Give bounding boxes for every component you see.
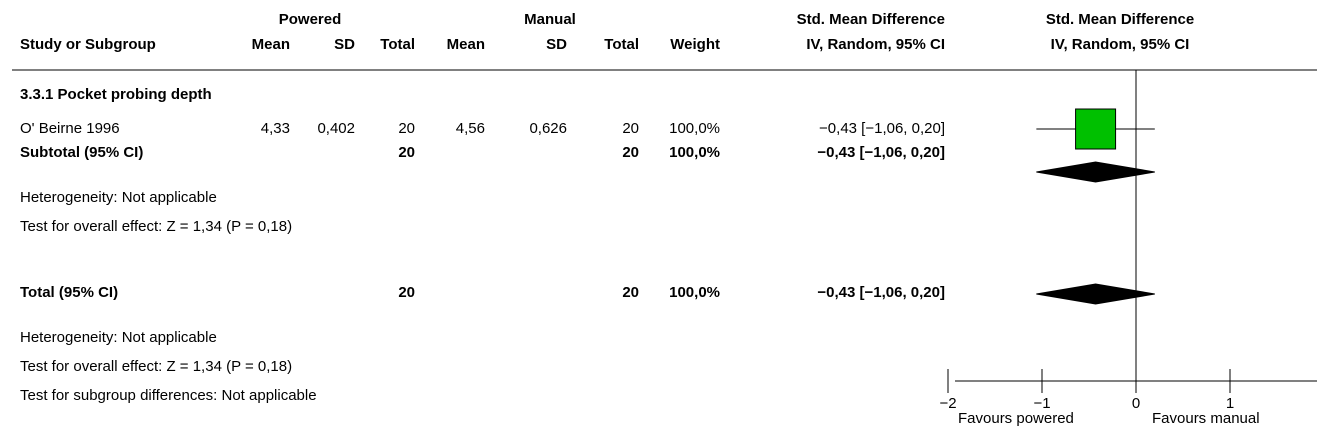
favours-right-label: Favours manual: [1152, 410, 1260, 427]
subtotal-total2: 20: [622, 144, 639, 161]
col-total2: Total: [604, 36, 639, 53]
subtotal-diamond: [1036, 161, 1155, 183]
plot-ci-header: IV, Random, 95% CI: [1050, 36, 1190, 53]
study-name: O' Beirne 1996: [20, 120, 120, 137]
col-weight: Weight: [670, 36, 720, 53]
subgroup-overall-effect: Test for overall effect: Z = 1,34 (P = 0…: [20, 218, 293, 235]
total-ci: −0,43 [−1,06, 0,20]: [817, 284, 945, 301]
subtotal-total1: 20: [398, 144, 415, 161]
plot-header: Std. Mean Difference: [1045, 11, 1195, 28]
smd-header: Std. Mean Difference: [796, 11, 945, 28]
study-ci: −0,43 [−1,06, 0,20]: [819, 120, 945, 137]
subgroup-title: 3.3.1 Pocket probing depth: [20, 86, 212, 103]
col-study: Study or Subgroup: [20, 36, 156, 53]
total-total1: 20: [398, 284, 415, 301]
study-mean2: 4,56: [455, 120, 485, 137]
total-overall-effect: Test for overall effect: Z = 1,34 (P = 0…: [20, 358, 293, 375]
total-total2: 20: [622, 284, 639, 301]
group2-header: Manual: [524, 11, 576, 28]
col-mean2: Mean: [446, 36, 485, 53]
col-sd2: SD: [546, 36, 567, 53]
group1-header: Powered: [278, 11, 342, 28]
study-total1: 20: [398, 120, 415, 137]
total-diamond: [1036, 283, 1155, 305]
study-sd2: 0,626: [529, 120, 567, 137]
subgroup-heterogeneity: Heterogeneity: Not applicable: [20, 189, 217, 206]
x-tick-label: 0: [1132, 395, 1140, 412]
x-tick-label: −2: [939, 395, 956, 412]
study-total2: 20: [622, 120, 639, 137]
study-sd1: 0,402: [317, 120, 355, 137]
col-mean1: Mean: [251, 36, 290, 53]
col-ci: IV, Random, 95% CI: [806, 36, 945, 53]
study-weight: 100,0%: [669, 120, 720, 137]
subtotal-label: Subtotal (95% CI): [20, 144, 144, 161]
total-weight: 100,0%: [669, 284, 720, 301]
favours-left-label: Favours powered: [958, 410, 1074, 427]
col-total1: Total: [380, 36, 415, 53]
total-label: Total (95% CI): [20, 284, 119, 301]
study-square: [1075, 108, 1117, 150]
study-mean1: 4,33: [260, 120, 290, 137]
x-tick-label: −1: [1033, 395, 1050, 412]
x-tick-label: 1: [1226, 395, 1234, 412]
col-sd1: SD: [334, 36, 355, 53]
subgroup-differences: Test for subgroup differences: Not appli…: [20, 387, 317, 404]
total-heterogeneity: Heterogeneity: Not applicable: [20, 329, 217, 346]
subtotal-weight: 100,0%: [669, 144, 720, 161]
subtotal-ci: −0,43 [−1,06, 0,20]: [817, 144, 945, 161]
